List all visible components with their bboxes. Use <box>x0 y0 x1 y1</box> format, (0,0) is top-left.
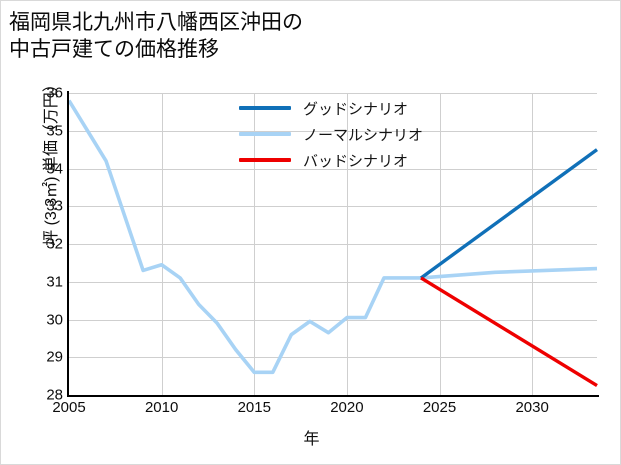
legend-swatch-bad <box>239 158 291 162</box>
gridline-horizontal <box>69 206 597 208</box>
x-axis-label: 年 <box>303 431 320 448</box>
gridline-vertical <box>161 93 163 395</box>
legend-swatch-normal <box>239 132 291 136</box>
y-axis-spine <box>67 91 69 397</box>
y-axis-tick-label: 28 <box>46 386 63 404</box>
y-axis-label: 坪 (3.3㎡) 単価（万円） <box>43 76 60 246</box>
series-line-グッドシナリオ <box>419 148 599 280</box>
y-axis-tick-label: 32 <box>46 235 63 253</box>
y-axis-tick-label: 35 <box>46 122 63 140</box>
gridline-horizontal <box>69 244 597 245</box>
x-axis-tick-label: 2030 <box>515 399 549 416</box>
legend-label-good: グッドシナリオ <box>303 100 409 118</box>
gridline-vertical <box>254 93 256 395</box>
chart-legend: グッドシナリオ ノーマルシナリオ バッドシナリオ <box>239 95 459 173</box>
gridline-horizontal <box>69 130 597 132</box>
gridline-horizontal <box>69 168 597 170</box>
gridline-horizontal <box>69 357 597 359</box>
y-axis-tick-label: 34 <box>46 160 63 177</box>
gridline-horizontal <box>69 281 597 283</box>
y-axis-tick-label: 29 <box>46 348 63 366</box>
legend-item-good[interactable]: グッドシナリオ <box>239 95 459 121</box>
y-axis-tick-label: 30 <box>46 311 63 328</box>
x-axis-tick-label: 2010 <box>144 399 179 416</box>
y-axis-tick-label: 33 <box>46 197 63 215</box>
gridline-vertical <box>439 93 441 395</box>
y-axis-tick-label: 36 <box>46 84 63 102</box>
series-line-ノーマルシナリオ <box>67 99 598 375</box>
x-axis-tick-label: 2025 <box>422 399 457 416</box>
x-axis-tick-label: 2020 <box>330 399 364 416</box>
y-axis-tick-labels: 28 29 30 31 32 33 34 35 36 <box>1 1 63 464</box>
gridline-horizontal <box>69 319 597 321</box>
legend-swatch-good <box>239 106 291 110</box>
legend-label-bad: バッドシナリオ <box>303 152 409 170</box>
gridline-vertical <box>532 93 534 395</box>
legend-label-normal: ノーマルシナリオ <box>303 126 424 144</box>
plot-area <box>67 93 599 396</box>
series-line-バッドシナリオ <box>420 276 598 388</box>
x-axis-tick-label: 2005 <box>52 399 86 416</box>
y-axis-tick-label: 31 <box>46 273 63 291</box>
series-lines <box>67 99 599 388</box>
gridline-vertical <box>346 93 348 395</box>
page-title: 福岡県北九州市八幡西区沖田の 中古戸建ての価格推移 <box>9 11 303 62</box>
legend-item-normal[interactable]: ノーマルシナリオ <box>239 121 459 147</box>
legend-item-bad[interactable]: バッドシナリオ <box>239 147 459 173</box>
x-axis-tick-label: 2015 <box>237 399 271 416</box>
gridline-horizontal <box>69 93 597 94</box>
x-axis-spine <box>67 395 599 397</box>
